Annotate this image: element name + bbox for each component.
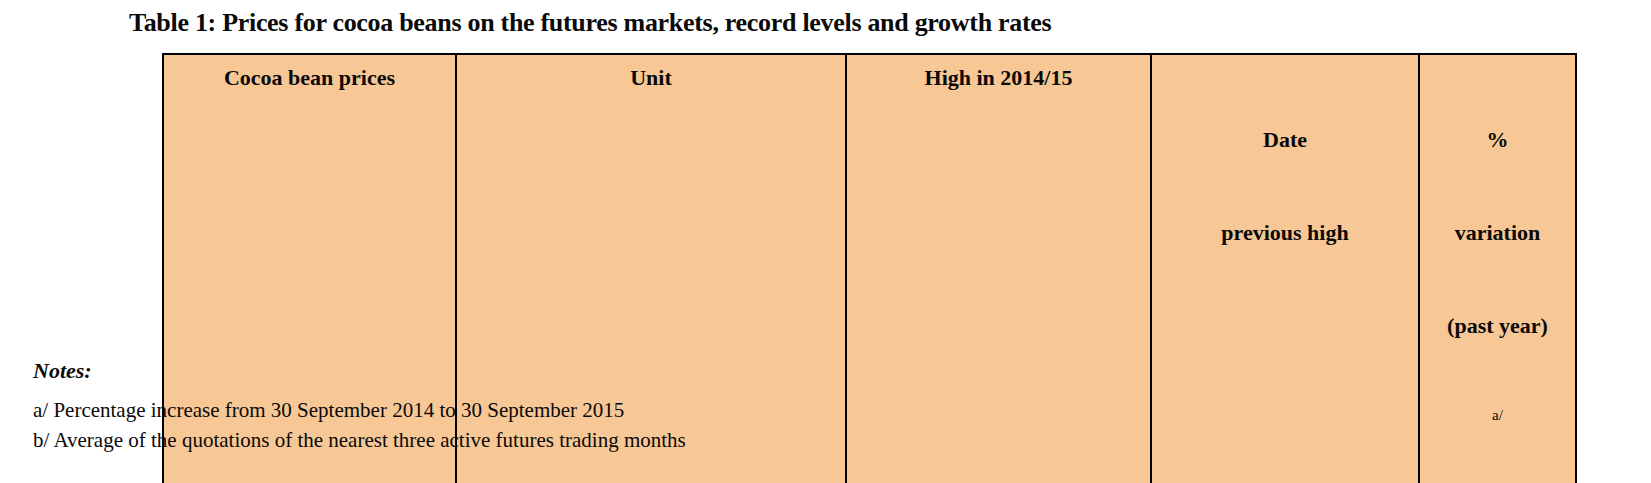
header-date-previous-high: Date previous high — [1151, 54, 1419, 483]
footnote-b: b/ Average of the quotations of the near… — [33, 425, 686, 455]
notes-section: Notes: a/ Percentage increase from 30 Se… — [33, 358, 686, 455]
header-var-line1: % — [1420, 124, 1575, 155]
header-var-line3: (past year) — [1420, 310, 1575, 341]
footnote-a: a/ Percentage increase from 30 September… — [33, 395, 686, 425]
header-percent-variation: % variation (past year) a/ — [1419, 54, 1576, 483]
table-title: Table 1: Prices for cocoa beans on the f… — [129, 8, 1051, 38]
header-footnote-ref-a: a/ — [1420, 405, 1575, 425]
header-high: High in 2014/15 — [846, 54, 1151, 483]
header-var-line2: variation — [1420, 217, 1575, 248]
header-date-line2: previous high — [1152, 217, 1418, 248]
notes-heading: Notes: — [33, 358, 686, 384]
header-date-line1: Date — [1152, 124, 1418, 155]
